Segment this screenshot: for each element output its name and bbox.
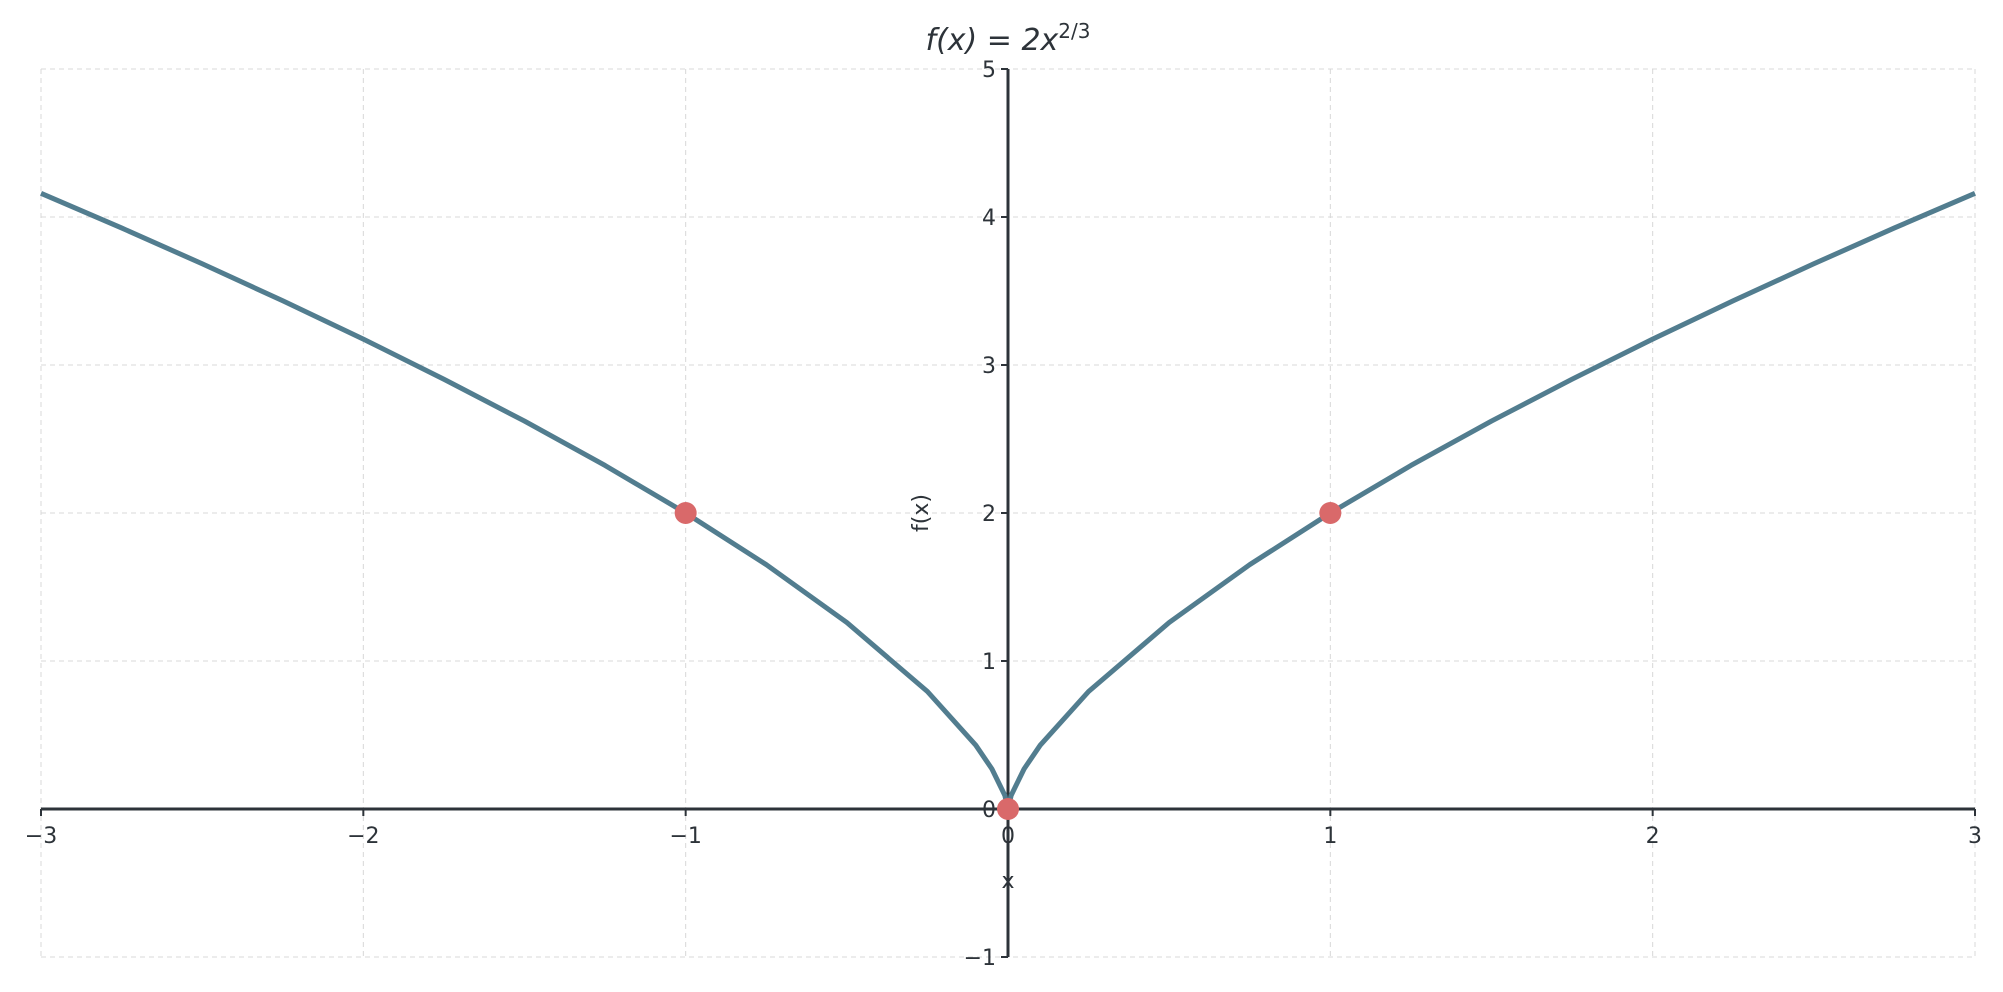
- x-tick-label: 0: [1001, 824, 1015, 849]
- chart-title: f(x) = 2x2/3: [926, 19, 1091, 58]
- x-tick-label: 1: [1323, 824, 1337, 849]
- y-axis-label: f(x): [909, 494, 934, 532]
- x-axis-label: x: [1001, 869, 1014, 894]
- x-tick-label: 2: [1646, 824, 1660, 849]
- y-tick-label: 0: [982, 798, 996, 823]
- y-tick-label: 5: [982, 58, 996, 83]
- highlight-point: [1319, 502, 1342, 524]
- highlight-point: [674, 502, 697, 524]
- title-base: f(x) = 2x: [926, 23, 1059, 58]
- x-tick-label: 3: [1968, 824, 1982, 849]
- x-tick-label: −2: [347, 824, 379, 849]
- title-exponent: 2/3: [1058, 19, 1090, 43]
- x-tick-label: −3: [25, 824, 57, 849]
- y-tick-label: 1: [982, 650, 996, 675]
- y-tick-label: 3: [982, 354, 996, 379]
- y-tick-label: −1: [964, 946, 996, 971]
- y-tick-label: 4: [982, 206, 996, 231]
- highlight-point: [997, 798, 1019, 820]
- x-tick-label: −1: [669, 824, 701, 849]
- y-tick-label: 2: [982, 502, 996, 527]
